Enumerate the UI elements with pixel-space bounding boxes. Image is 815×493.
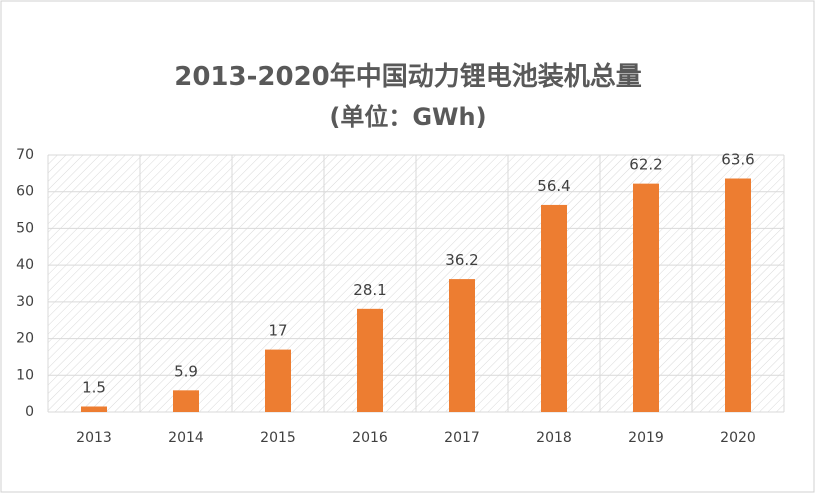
bar <box>633 183 659 412</box>
x-tick-label: 2019 <box>628 430 664 446</box>
y-tick-label: 70 <box>16 147 34 163</box>
x-tick-label: 2014 <box>168 430 204 446</box>
chart-title: 2013-2020年中国动力锂电池装机总量 <box>174 61 642 92</box>
value-label: 1.5 <box>82 378 106 396</box>
x-tick-label: 2020 <box>720 430 756 446</box>
chart-subtitle: (单位：GWh) <box>329 103 486 131</box>
x-tick-label: 2015 <box>260 430 296 446</box>
x-tick-label: 2018 <box>536 430 572 446</box>
bar <box>541 204 567 412</box>
y-tick-label: 10 <box>16 367 34 383</box>
value-label: 62.2 <box>629 156 662 174</box>
value-label: 5.9 <box>174 362 198 380</box>
x-tick-label: 2013 <box>76 430 112 446</box>
bar <box>449 279 475 412</box>
y-tick-label: 0 <box>25 404 34 420</box>
bar <box>173 390 199 412</box>
value-label: 36.2 <box>445 251 478 269</box>
bar <box>357 308 383 412</box>
y-tick-label: 50 <box>16 220 34 236</box>
value-label: 56.4 <box>537 177 570 195</box>
bar <box>265 349 291 412</box>
bar <box>81 406 107 412</box>
y-tick-label: 30 <box>16 294 34 310</box>
x-tick-label: 2017 <box>444 430 480 446</box>
y-tick-label: 20 <box>16 331 34 347</box>
y-tick-label: 60 <box>16 184 34 200</box>
value-label: 28.1 <box>353 281 386 299</box>
bar <box>725 178 751 412</box>
value-label: 63.6 <box>721 150 754 168</box>
value-label: 17 <box>268 322 287 340</box>
y-tick-label: 40 <box>16 257 34 273</box>
x-tick-label: 2016 <box>352 430 388 446</box>
